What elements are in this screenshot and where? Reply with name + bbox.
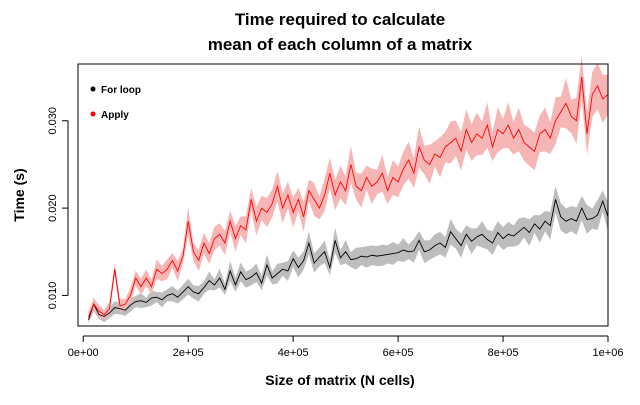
legend: For loop Apply [90,85,141,121]
chart-title-line-2: mean of each column of a matrix [208,35,473,54]
x-axis-label: Size of matrix (N cells) [265,372,414,388]
x-tick-label: 0e+00 [68,347,99,359]
line-for-loop [88,199,609,321]
legend-label-for-loop: For loop [101,85,141,96]
series-lines [88,77,609,321]
y-tick-label: 0.020 [47,194,59,222]
x-axis: 0e+00 2e+05 4e+05 6e+05 8e+05 1e+06 [68,335,624,359]
line-apply [88,77,609,318]
x-tick-label: 6e+05 [383,347,414,359]
band-apply [88,55,608,323]
chart-title-line-1: Time required to calculate [235,10,445,29]
legend-label-apply: Apply [101,110,129,121]
x-tick-label: 8e+05 [488,347,519,359]
x-tick-label: 4e+05 [278,347,309,359]
legend-marker-apply [90,111,96,117]
x-tick-label: 1e+06 [593,347,624,359]
band-for-loop [88,186,608,324]
legend-marker-for-loop [90,86,96,92]
y-tick-label: 0.010 [47,282,59,310]
y-axis: 0.010 0.020 0.030 [47,107,69,310]
y-axis-label: Time (s) [11,168,27,221]
confidence-bands [88,55,608,324]
y-tick-label: 0.030 [47,107,59,135]
plot-frame [77,63,609,327]
x-tick-label: 2e+05 [173,347,204,359]
